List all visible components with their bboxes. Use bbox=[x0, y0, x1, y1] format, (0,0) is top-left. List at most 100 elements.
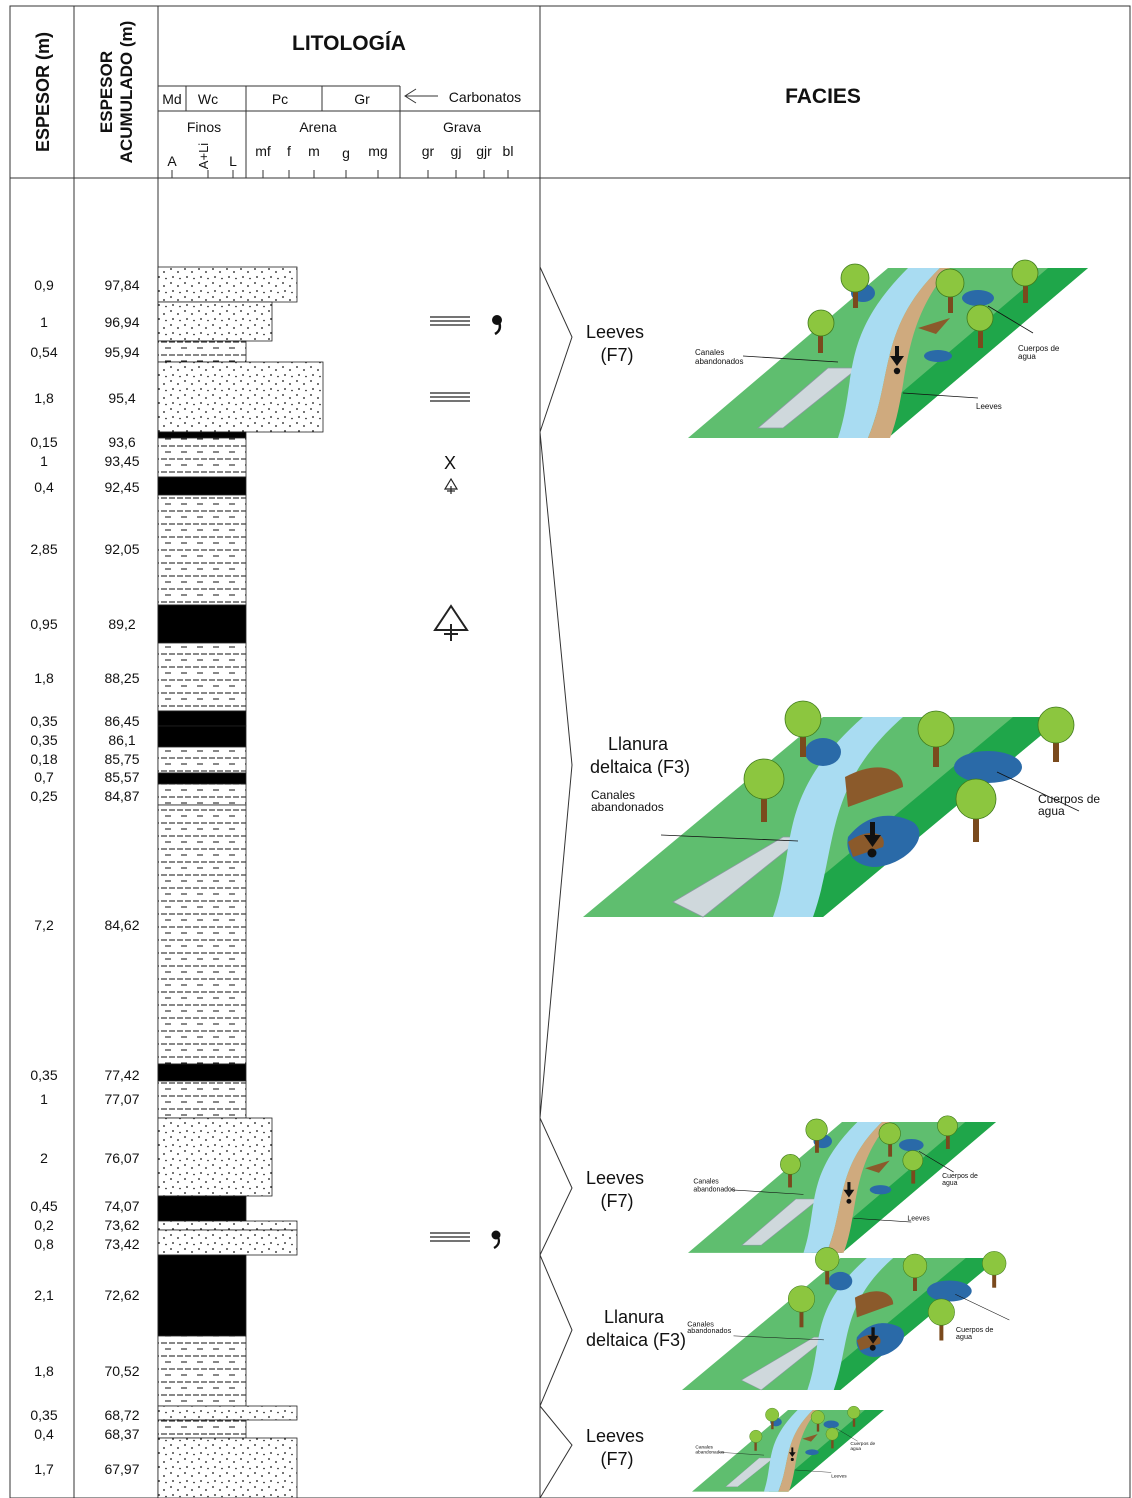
layer-cumulative-label: 85,75 bbox=[104, 751, 139, 767]
fine-ali-label: A+Li bbox=[196, 143, 211, 169]
layer-thickness-label: 0,35 bbox=[30, 713, 57, 729]
carbonate-gr-label: Gr bbox=[354, 91, 370, 107]
layer-cumulative-label: 84,87 bbox=[104, 788, 139, 804]
canales-label: Canales bbox=[695, 348, 724, 357]
acumulado-header-line1: ESPESOR bbox=[97, 51, 116, 133]
gravel-gj-label: gj bbox=[451, 143, 462, 159]
layer-cumulative-label: 84,62 bbox=[104, 917, 139, 933]
acumulado-header-line2: ACUMULADO (m) bbox=[117, 21, 136, 164]
layer-thickness-label: 0,25 bbox=[30, 788, 57, 804]
layer-cumulative-label: 70,52 bbox=[104, 1363, 139, 1379]
lithology-layer-mud bbox=[157, 746, 247, 774]
lithology-layer-mud bbox=[157, 1335, 247, 1407]
layer-thickness-label: 0,35 bbox=[30, 1407, 57, 1423]
litologia-title: LITOLOGÍA bbox=[292, 32, 406, 55]
lithology-layer-mud bbox=[157, 494, 247, 606]
comma-icon bbox=[491, 1230, 501, 1249]
layer-cumulative-label: 86,1 bbox=[108, 732, 135, 748]
facies-code-f7-1: (F7) bbox=[601, 345, 634, 365]
sand-m-label: m bbox=[308, 143, 320, 159]
layer-thickness-label: 0,45 bbox=[30, 1198, 57, 1214]
column-frame bbox=[9, 5, 1131, 1498]
layer-thickness-label: 0,4 bbox=[34, 479, 54, 495]
lithology-layer-mud bbox=[157, 804, 247, 1065]
layer-thickness-label: 0,35 bbox=[30, 1067, 57, 1083]
facies-code-f3-2: deltaica (F3) bbox=[586, 1330, 686, 1350]
sand-g-label: g bbox=[342, 145, 350, 161]
layer-thickness-label: 0,95 bbox=[30, 616, 57, 632]
layer-cumulative-label: 89,2 bbox=[108, 616, 135, 632]
cuerpos-label-2: agua bbox=[850, 1447, 861, 1452]
facies-block-diagram-leeves-3: Canales abandonados Cuerpos de agua Leev… bbox=[691, 1405, 885, 1492]
layer-cumulative-label: 74,07 bbox=[104, 1198, 139, 1214]
espesor-header: ESPESOR (m) bbox=[33, 32, 53, 152]
cuerpos-label: Cuerpos de bbox=[850, 1441, 875, 1447]
gravel-bl-label: bl bbox=[503, 143, 514, 159]
sand-mg-label: mg bbox=[368, 143, 387, 159]
layer-cumulative-label: 77,07 bbox=[104, 1091, 139, 1107]
layer-cumulative-label: 73,42 bbox=[104, 1236, 139, 1252]
cuerpos-label-2: agua bbox=[1038, 804, 1065, 818]
grava-label: Grava bbox=[443, 119, 481, 135]
layer-thickness-label: 0,54 bbox=[30, 344, 57, 360]
layer-cumulative-label: 96,94 bbox=[104, 314, 139, 330]
cuerpos-label: Cuerpos de bbox=[1018, 344, 1060, 353]
facies-label-leeves-1: Leeves bbox=[586, 322, 644, 342]
lithology-layer-coal bbox=[157, 476, 247, 496]
canales-label: Canales bbox=[687, 1320, 714, 1329]
lithology-layer-mud bbox=[157, 1080, 247, 1119]
layer-cumulative-label: 95,94 bbox=[104, 344, 139, 360]
facies-code-f7-3: (F7) bbox=[601, 1449, 634, 1469]
layer-cumulative-label: 93,6 bbox=[108, 434, 135, 450]
lithology-layer-mud bbox=[157, 642, 247, 712]
facies-title: FACIES bbox=[785, 85, 861, 108]
cuerpos-label: Cuerpos de bbox=[942, 1173, 978, 1180]
lithology-layer-coal bbox=[157, 1254, 247, 1337]
carbonate-pc-label: Pc bbox=[272, 91, 288, 107]
left-arrow-icon bbox=[404, 88, 438, 104]
parallel-lamination-icon bbox=[430, 316, 470, 326]
layer-cumulative-label: 97,84 bbox=[104, 277, 139, 293]
layer-thickness-label: 1 bbox=[40, 314, 48, 330]
leeves-label: Leeves bbox=[831, 1474, 847, 1480]
layer-cumulative-label: 88,25 bbox=[104, 670, 139, 686]
plant-remains-icon bbox=[433, 604, 469, 641]
lithology-layer-sand bbox=[157, 301, 273, 342]
layer-thickness-label: 2 bbox=[40, 1150, 48, 1166]
layer-thickness-label: 0,4 bbox=[34, 1426, 54, 1442]
plant-remains-icon bbox=[443, 477, 459, 494]
facies-block-diagram-llanura-2: Canales abandonados Cuerpos de agua bbox=[681, 1247, 1010, 1391]
lithology-layer-coal bbox=[157, 710, 247, 727]
lithology-layer-sand bbox=[157, 361, 324, 433]
sedimentary-structures bbox=[430, 316, 470, 1242]
parallel-lamination-icon bbox=[430, 1232, 470, 1242]
canales-label-2: abandonados bbox=[693, 1186, 735, 1193]
facies-brackets bbox=[539, 266, 573, 1498]
layer-thickness-label: 0,2 bbox=[34, 1217, 54, 1233]
layer-thickness-label: 2,1 bbox=[34, 1287, 54, 1303]
layer-thickness-label: 7,2 bbox=[34, 917, 54, 933]
lithology-layer-mud bbox=[157, 1419, 247, 1439]
layer-value-labels: 0,9 97,84 1 96,94 0,54 95,94 1,8 95,4 0,15 93,6 1 9… bbox=[30, 277, 139, 1477]
lithology-layer-coal bbox=[157, 604, 247, 644]
facies-label-llanura-1: Llanura bbox=[608, 734, 669, 754]
parallel-lamination-icon bbox=[430, 392, 470, 402]
lithology-layer-coal bbox=[157, 1063, 247, 1082]
cuerpos-label-2: agua bbox=[956, 1332, 973, 1341]
facies-block-diagram-leeves-1: Canales abandonados Cuerpos de agua Leev… bbox=[687, 259, 1089, 439]
carbonatos-label: Carbonatos bbox=[449, 89, 521, 105]
layer-cumulative-label: 68,72 bbox=[104, 1407, 139, 1423]
layer-thickness-label: 1 bbox=[40, 453, 48, 469]
lithology-layer-mud bbox=[157, 783, 247, 806]
layer-thickness-label: 0,7 bbox=[34, 769, 54, 785]
layer-cumulative-label: 77,42 bbox=[104, 1067, 139, 1083]
layer-cumulative-label: 92,05 bbox=[104, 541, 139, 557]
facies-labels: Leeves (F7) Llanura deltaica (F3) Leeves… bbox=[586, 322, 690, 1469]
canales-label-2: abandonados bbox=[695, 357, 744, 366]
lithology-layer-mud bbox=[157, 437, 247, 478]
arena-label: Arena bbox=[299, 119, 337, 135]
sand-f-label: f bbox=[287, 143, 291, 159]
cross-bedding-icon: X bbox=[444, 453, 456, 473]
lithology-layer-sand bbox=[157, 1220, 298, 1231]
